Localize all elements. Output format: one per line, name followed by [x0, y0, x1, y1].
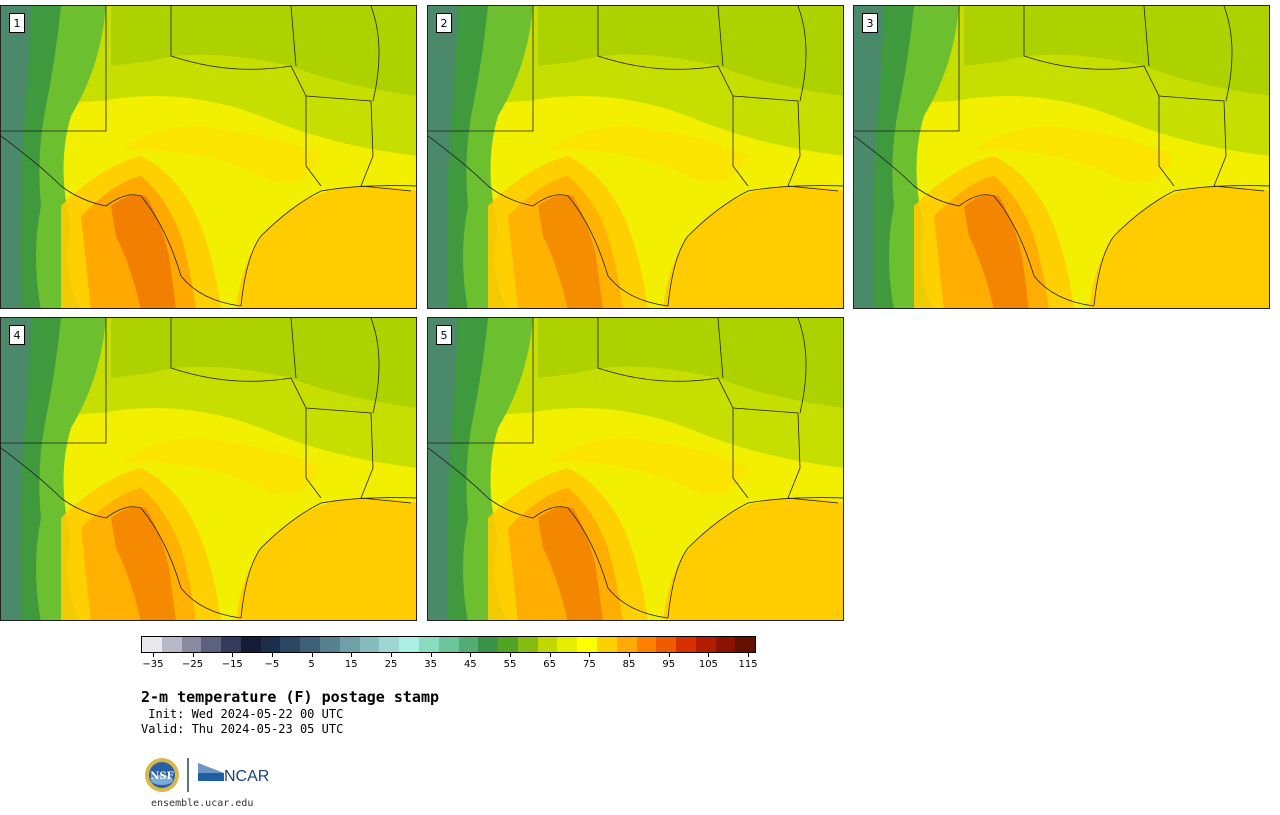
site-url: ensemble.ucar.edu: [151, 798, 254, 809]
colorbar-tick-label: 75: [582, 659, 596, 670]
colorbar-tick-label: −25: [182, 659, 204, 670]
colorbar-tick-label: −15: [221, 659, 243, 670]
colorbar-swatch-19: [517, 637, 538, 652]
colorbar-swatch-20: [537, 637, 558, 652]
colorbar-swatch-0: [142, 637, 162, 652]
colorbar-tick-mark: [351, 653, 353, 657]
colorbar-ticks: −35 −25 −15 −5 5 15 25 35 45 55 65 75 85 95 105 115: [141, 653, 758, 673]
colorbar-tick-mark: [311, 653, 313, 657]
member-label-4: 4: [9, 325, 25, 345]
colorbar-tick-mark: [549, 653, 551, 657]
colorbar-swatch-9: [320, 637, 340, 652]
colorbar-tick-label: −5: [264, 659, 280, 670]
colorbar-swatch-12: [379, 637, 400, 652]
colorbar-swatch-29: [715, 637, 736, 652]
ensemble-member-panel-5: 5: [427, 317, 844, 621]
colorbar-tick-label: 65: [543, 659, 557, 670]
colorbar-swatch-27: [676, 637, 696, 652]
colorbar-swatch-17: [478, 637, 499, 652]
temperature-map-2: [428, 6, 843, 308]
colorbar-swatch-5: [240, 637, 261, 652]
colorbar-swatch-4: [221, 637, 241, 652]
ensemble-member-panel-3: 3: [853, 5, 1270, 309]
member-label-5: 5: [436, 325, 452, 345]
colorbar-swatch-25: [636, 637, 657, 652]
colorbar-swatch-10: [339, 637, 360, 652]
colorbar-tick-mark: [668, 653, 670, 657]
colorbar-swatch-22: [577, 637, 597, 652]
nsf-ncar-logos: NSF NCAR: [145, 758, 269, 792]
temperature-map-3: [854, 6, 1269, 308]
colorbar-swatch-28: [695, 637, 716, 652]
colorbar-tick-mark: [748, 653, 750, 657]
colorbar-swatch-3: [201, 637, 222, 652]
valid-time: Valid: Thu 2024-05-23 05 UTC: [141, 722, 344, 736]
colorbar-swatch-14: [418, 637, 439, 652]
colorbar-swatch-13: [399, 637, 419, 652]
colorbar-swatch-16: [458, 637, 479, 652]
colorbar-swatch-6: [260, 637, 281, 652]
colorbar-tick-label: 55: [503, 659, 517, 670]
member-label-3: 3: [862, 13, 878, 33]
colorbar-swatch-21: [557, 637, 578, 652]
colorbar-swatch-15: [438, 637, 459, 652]
colorbar-tick-mark: [708, 653, 710, 657]
colorbar-tick-label: 95: [662, 659, 676, 670]
member-label-1: 1: [9, 13, 25, 33]
colorbar-swatch-8: [300, 637, 321, 652]
svg-text:NSF: NSF: [150, 771, 173, 782]
colorbar-tick-mark: [152, 653, 154, 657]
init-time: Init: Wed 2024-05-22 00 UTC: [141, 707, 344, 721]
ensemble-member-panel-2: 2: [427, 5, 844, 309]
product-title: 2-m temperature (F) postage stamp: [141, 688, 440, 706]
colorbar-tick-mark: [192, 653, 194, 657]
ensemble-member-panel-1: 1: [0, 5, 417, 309]
colorbar-tick-mark: [470, 653, 472, 657]
colorbar-tick-label: 35: [424, 659, 438, 670]
colorbar-swatch-23: [596, 637, 617, 652]
colorbar-tick-mark: [510, 653, 511, 657]
colorbar-tick-label: 45: [463, 659, 477, 670]
colorbar-swatch-30: [735, 637, 756, 652]
colorbar-swatch-24: [616, 637, 637, 652]
colorbar-swatch-18: [498, 637, 518, 652]
colorbar-swatch-7: [280, 637, 301, 652]
colorbar-tick-label: 85: [622, 659, 636, 670]
colorbar-tick-label: 5: [308, 659, 315, 670]
colorbar-tick-label: −35: [142, 659, 164, 670]
svg-text:NCAR: NCAR: [224, 768, 269, 785]
ncar-logo-icon: NCAR: [198, 763, 269, 785]
nsf-logo-icon: NSF: [145, 758, 179, 792]
colorbar-tick-mark: [271, 653, 273, 657]
temperature-map-5: [428, 318, 843, 620]
colorbar-swatch-26: [656, 637, 677, 652]
colorbar-tick-label: 115: [738, 659, 758, 670]
ensemble-member-panel-4: 4: [0, 317, 417, 621]
colorbar-tick-label: 25: [384, 659, 398, 670]
colorbar-tick-label: 15: [344, 659, 358, 670]
temperature-map-4: [1, 318, 416, 620]
temperature-map-1: [1, 6, 416, 308]
temperature-colorbar: [141, 636, 756, 653]
colorbar-tick-mark: [629, 653, 631, 657]
member-label-2: 2: [436, 13, 452, 33]
colorbar-tick-mark: [232, 653, 234, 657]
colorbar-tick-label: 105: [698, 659, 718, 670]
colorbar-tick-mark: [589, 653, 591, 657]
colorbar-tick-mark: [390, 653, 392, 657]
colorbar-swatch-2: [181, 637, 202, 652]
colorbar-swatch-11: [359, 637, 380, 652]
colorbar-tick-mark: [430, 653, 432, 657]
colorbar-swatch-1: [161, 637, 182, 652]
